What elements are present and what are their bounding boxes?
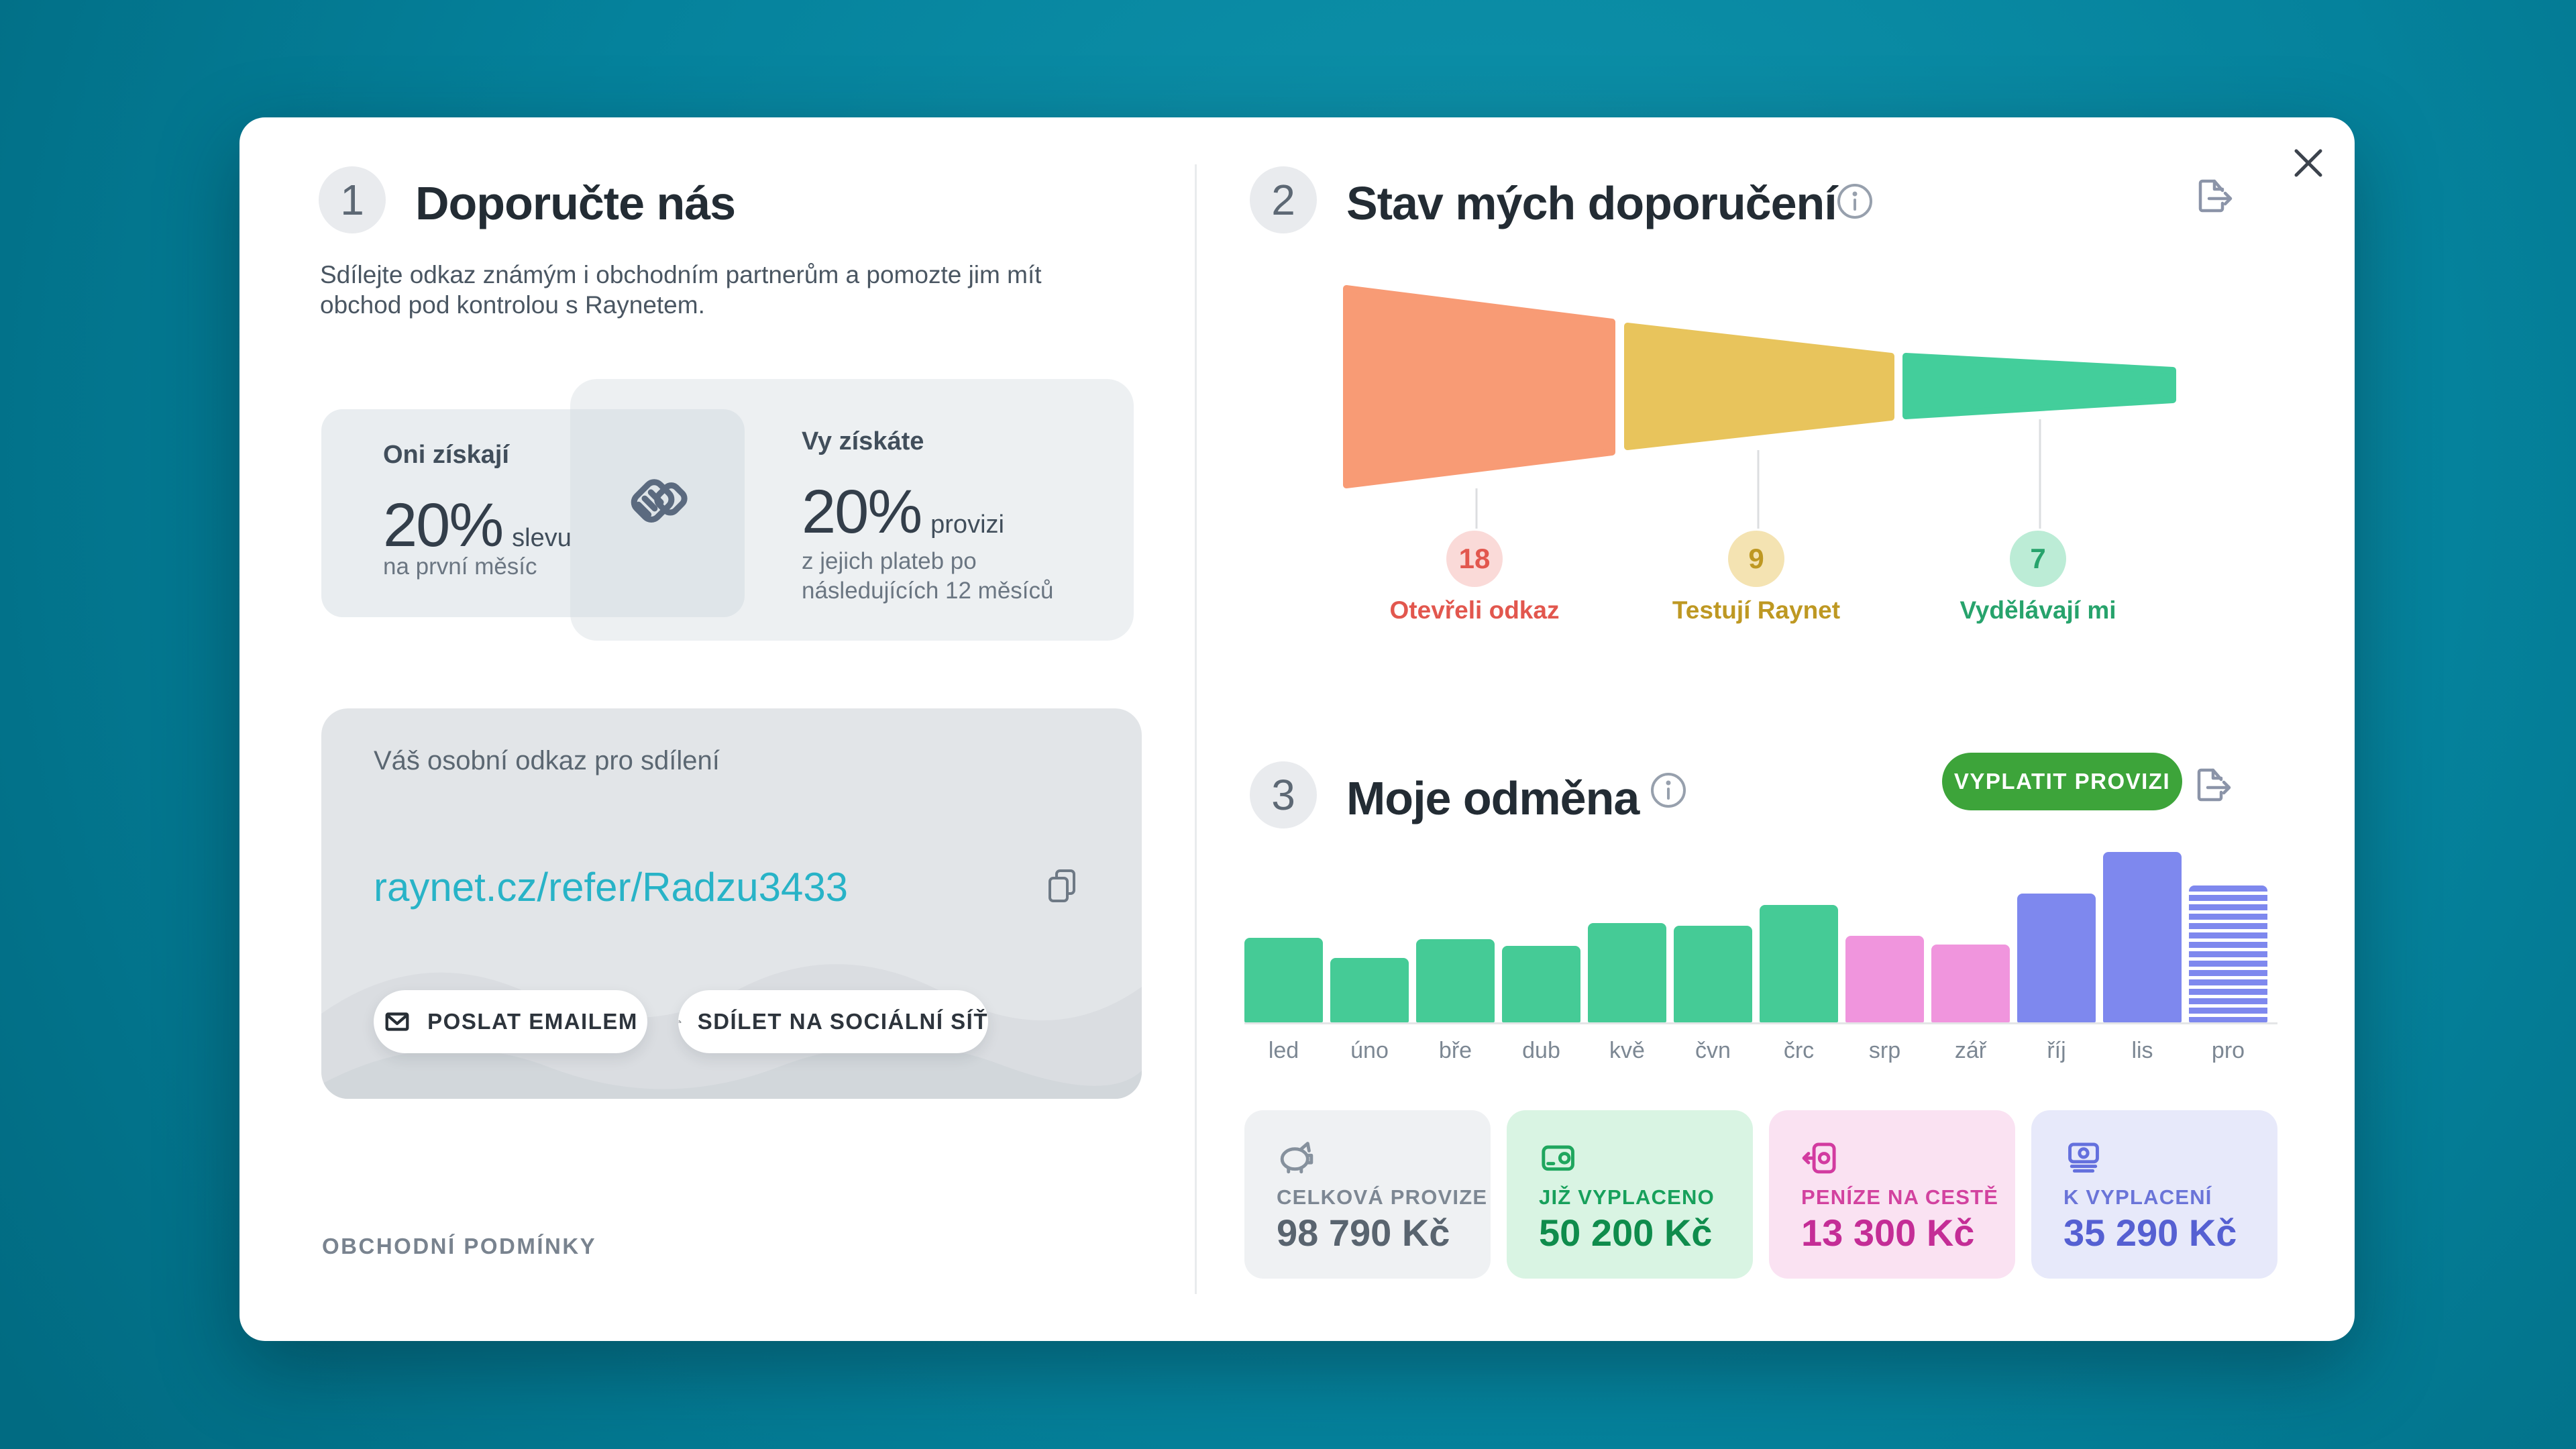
funnel-stage-label: Vydělávají mi <box>1960 596 2116 624</box>
chart-axis <box>1244 1022 2277 1024</box>
bar-zář <box>1931 945 2010 1022</box>
stat-card: K VYPLACENÍ 35 290 Kč <box>2031 1110 2277 1279</box>
month-label: dub <box>1522 1038 1560 1063</box>
bar-dub <box>1502 946 1580 1022</box>
funnel-stage-label: Otevřeli odkaz <box>1389 596 1560 624</box>
export-icon[interactable] <box>2192 763 2235 806</box>
funnel-stage-count: 7 <box>2010 531 2066 587</box>
month-label: srp <box>1868 1038 1901 1063</box>
benefit-you-note: z jejich plateb po následujících 12 měsí… <box>802 548 1054 604</box>
month-label: bře <box>1438 1038 1472 1063</box>
column-divider <box>1195 164 1197 1294</box>
stat-card: PENÍZE NA CESTĚ 13 300 Kč <box>1769 1110 2015 1279</box>
reward-title: Moje odměna <box>1346 772 1640 824</box>
chart-month-labels: led úno bře dub kvě čvn črc srp zář říj lis pro <box>1244 1038 2277 1064</box>
bar-črc <box>1760 905 1838 1022</box>
share-link-label: Váš osobní odkaz pro sdílení <box>374 746 720 775</box>
funnel-segment <box>1902 353 2176 419</box>
funnel-segment <box>1624 323 1894 450</box>
bar-lis <box>2103 852 2182 1022</box>
stat-label: K VYPLACENÍ <box>2063 1185 2212 1209</box>
banknotes-icon <box>2063 1137 2104 1177</box>
bar-srp <box>1845 936 1924 1022</box>
stat-value: 35 290 Kč <box>2063 1212 2237 1254</box>
envelope-icon <box>385 1012 409 1031</box>
month-label: čvn <box>1695 1038 1731 1063</box>
benefit-they-heading: Oni získají <box>383 441 509 469</box>
funnel-stage-count: 18 <box>1446 531 1503 587</box>
funnel-stage-count: 9 <box>1728 531 1784 587</box>
intro-text: Sdílejte odkaz známým i obchodním partne… <box>320 261 1042 319</box>
stat-label: PENÍZE NA CESTĚ <box>1801 1185 1999 1209</box>
benefit-they-note: na první měsíc <box>383 553 537 580</box>
month-label: kvě <box>1609 1038 1645 1063</box>
money-incoming-icon <box>1801 1137 1841 1177</box>
step-badge-2: 2 <box>1250 166 1317 233</box>
close-icon[interactable] <box>2287 142 2330 184</box>
stat-value: 50 200 Kč <box>1539 1212 1713 1254</box>
step-badge-1: 1 <box>319 166 386 233</box>
bar-pro <box>2189 885 2267 1022</box>
funnel-chart <box>1343 285 2176 529</box>
bar-kvě <box>1588 923 1666 1022</box>
copy-icon[interactable] <box>1043 867 1082 906</box>
share-social-button[interactable]: SDÍLET NA SOCIÁLNÍ SÍŤ <box>678 990 988 1053</box>
share-link-panel: Váš osobní odkaz pro sdílení raynet.cz/r… <box>321 708 1142 1099</box>
month-label: led <box>1268 1038 1299 1063</box>
wallet-icon <box>1539 1137 1579 1177</box>
benefit-you-heading: Vy získáte <box>802 427 924 455</box>
bar-čvn <box>1674 926 1752 1022</box>
stat-value: 98 790 Kč <box>1277 1212 1450 1254</box>
payout-button[interactable]: VYPLATIT PROVIZI <box>1942 753 2182 810</box>
month-label: pro <box>2211 1038 2245 1063</box>
share-people-icon <box>678 1020 682 1023</box>
bar-led <box>1244 938 1323 1022</box>
reward-stat-cards: CELKOVÁ PROVIZE 98 790 Kč JIŽ VYPLACENO 50 … <box>1244 1110 2277 1279</box>
terms-link[interactable]: OBCHODNÍ PODMÍNKY <box>322 1234 597 1258</box>
stat-card: CELKOVÁ PROVIZE 98 790 Kč <box>1244 1110 1491 1279</box>
referral-modal: 1 Doporučte nás Sdílejte odkaz známým i … <box>239 117 2355 1341</box>
referrals-title: Stav mých doporučení <box>1346 177 1837 229</box>
referral-link[interactable]: raynet.cz/refer/Radzu3433 <box>374 865 849 910</box>
month-label: zář <box>1954 1038 1987 1063</box>
piggy-bank-icon <box>1277 1137 1317 1177</box>
stat-label: CELKOVÁ PROVIZE <box>1277 1185 1488 1209</box>
bar-říj <box>2017 894 2096 1022</box>
info-icon[interactable] <box>1836 182 1874 220</box>
benefit-they-percent: 20% slevu <box>383 491 572 559</box>
funnel-stage-label: Testují Raynet <box>1672 596 1841 624</box>
stat-label: JIŽ VYPLACENO <box>1539 1185 1715 1209</box>
page-title: Doporučte nás <box>415 177 736 229</box>
stat-value: 13 300 Kč <box>1801 1212 1975 1254</box>
bar-bře <box>1416 939 1495 1022</box>
stat-card: JIŽ VYPLACENO 50 200 Kč <box>1507 1110 1753 1279</box>
bar-úno <box>1330 958 1409 1022</box>
send-email-button[interactable]: POSLAT EMAILEM <box>374 990 647 1053</box>
month-label: úno <box>1350 1038 1389 1063</box>
reward-bar-chart <box>1244 849 2277 1022</box>
benefit-you-percent: 20% provizi <box>802 478 1004 546</box>
handshake-icon <box>623 470 690 537</box>
funnel-segment <box>1343 285 1615 488</box>
month-label: lis <box>2131 1038 2153 1063</box>
month-label: říj <box>2047 1038 2066 1063</box>
export-icon[interactable] <box>2193 174 2236 217</box>
month-label: črc <box>1783 1038 1815 1063</box>
step-badge-3: 3 <box>1250 761 1317 828</box>
info-icon[interactable] <box>1650 771 1687 809</box>
